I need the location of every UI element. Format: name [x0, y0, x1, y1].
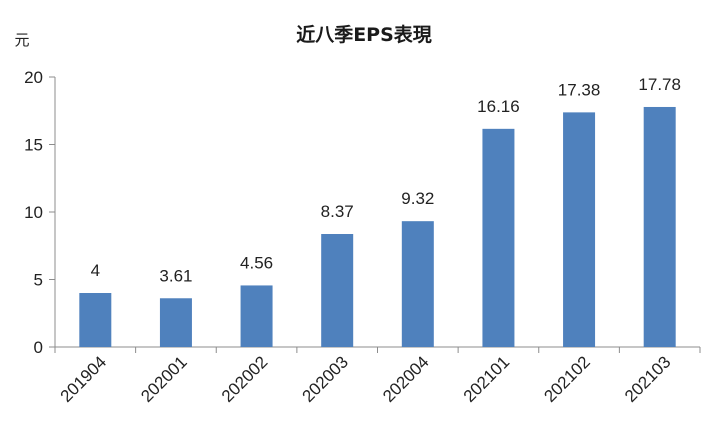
bar-202001 [159, 298, 192, 347]
bar-202004 [401, 221, 434, 347]
x-tick-label: 202003 [298, 352, 352, 406]
data-label-202003: 8.37 [321, 202, 354, 221]
y-tick-label: 10 [24, 203, 43, 222]
x-tick-label: 202102 [540, 352, 594, 406]
bar-202103 [643, 106, 676, 347]
bar-202003 [321, 234, 354, 347]
y-axis-ticks: 0 5 10 15 20 [24, 68, 55, 357]
x-tick-label: 202101 [460, 352, 514, 406]
bar-202101 [482, 128, 515, 347]
data-label-202002: 4.56 [240, 253, 273, 272]
data-label-201904: 4 [91, 261, 100, 280]
x-tick-label: 202004 [379, 352, 433, 406]
y-tick-label: 5 [34, 271, 43, 290]
bar-201904 [79, 293, 112, 347]
bar-202002 [240, 285, 273, 347]
x-tick-label: 201904 [57, 352, 111, 406]
y-tick-label: 0 [34, 338, 43, 357]
y-axis-unit-label: 元 [14, 31, 29, 49]
bar-series [79, 106, 676, 348]
x-axis-ticks: 201904 202001 202002 202003 202004 202101 2021… [54, 347, 701, 406]
data-label-202103: 17.78 [638, 75, 681, 94]
x-tick-label: 202001 [137, 352, 191, 406]
chart-title: 近八季EPS表現 [296, 23, 432, 46]
x-tick-label: 202103 [621, 352, 675, 406]
x-tick-label: 202002 [218, 352, 272, 406]
y-tick-label: 15 [24, 136, 43, 155]
data-label-202001: 3.61 [159, 266, 192, 285]
data-label-202101: 16.16 [477, 97, 520, 116]
data-labels: 4 3.61 4.56 8.37 9.32 16.16 17.38 17.78 [91, 75, 681, 285]
bar-202102 [563, 112, 596, 348]
data-label-202102: 17.38 [558, 80, 601, 99]
y-tick-label: 20 [24, 68, 43, 87]
data-label-202004: 9.32 [401, 189, 434, 208]
